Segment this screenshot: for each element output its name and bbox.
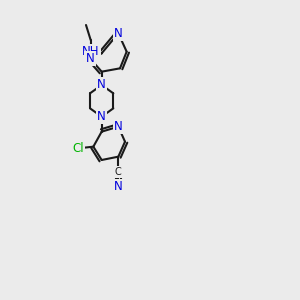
Text: N: N — [97, 110, 106, 123]
Text: C: C — [115, 167, 122, 177]
Text: N: N — [114, 180, 123, 193]
Text: N: N — [114, 120, 123, 133]
Text: Cl: Cl — [73, 142, 84, 155]
Text: N: N — [97, 79, 106, 92]
Text: N: N — [114, 27, 123, 40]
Text: N: N — [85, 52, 94, 65]
Text: NH: NH — [82, 45, 99, 58]
